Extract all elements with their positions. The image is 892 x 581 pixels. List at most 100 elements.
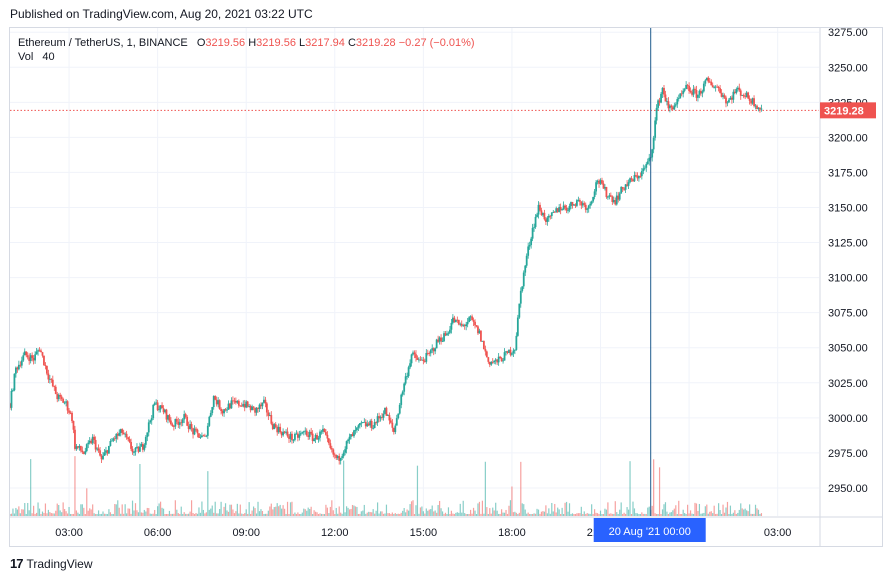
volume-bar [685,513,687,516]
volume-bar [155,513,157,516]
candle-body [632,179,634,182]
volume-bar [289,502,292,516]
candle-body [13,373,16,391]
candle-body [221,410,224,414]
volume-bar [689,510,692,516]
volume-bar [599,510,602,516]
candle-body [82,452,85,454]
candle-body [633,175,636,182]
candle-body [637,176,640,179]
candle-body [630,178,633,180]
candle-body [617,195,620,200]
volume-bar [86,488,88,516]
candle-body [23,351,26,356]
volume-bar [592,513,594,516]
candle-body [233,400,236,402]
volume-bar [229,504,231,516]
volume-bar [188,513,190,516]
candle-body [449,329,451,333]
volume-bar [224,503,227,516]
candle-body [276,426,279,433]
candle-body [505,351,507,353]
candle-body [677,98,680,100]
volume-bar [165,513,168,516]
volume-bar [505,509,507,516]
volume-bar [567,511,569,516]
volume-bar [465,513,467,516]
candle-body [534,216,537,228]
candle-body [289,433,292,439]
volume-bar [353,505,355,516]
candle-body [728,99,730,103]
candle-body [558,206,561,212]
volume-bar [760,513,763,516]
volume-bar [554,503,556,516]
candle-body [344,449,347,453]
volume-bar [577,513,579,516]
volume-bar [241,513,243,516]
volume-bar [83,507,85,516]
candle-body [459,323,462,325]
volume-bar [563,513,565,516]
volume-bar [571,513,574,516]
candle-body [518,303,521,318]
volume-bar [412,500,414,516]
volume-bar [199,512,202,516]
volume-bar [512,512,515,516]
volume-bar [437,505,439,516]
candle-body [389,420,392,423]
y-tick-label: 3275.00 [828,27,868,39]
legend-symbol[interactable]: Ethereum / TetherUS, 1, BINANCE [18,37,188,49]
volume-bar [329,506,331,516]
candle-body [673,105,676,110]
volume-bar [586,513,588,516]
candle-body [531,227,534,239]
candle-body [601,180,603,184]
candle-body [760,108,763,110]
footer-brand[interactable]: 17 TradingView [10,556,93,571]
volume-bar [501,509,503,516]
volume-bar [452,513,454,516]
volume-bar [344,512,346,516]
candle-body [454,319,457,323]
candle-body [186,416,189,426]
volume-bar [90,509,92,516]
volume-bar [552,511,554,516]
candle-body [68,410,70,413]
volume-bar [226,510,228,516]
volume-bar [37,502,39,516]
candle-body [283,431,286,433]
candle-body [654,120,657,138]
candle-body [230,400,233,409]
candle-body [84,451,87,454]
candle-body [708,81,711,83]
volume-bar [288,513,290,516]
volume-bar [100,513,103,516]
candle-body [679,93,682,99]
candle-body [528,245,531,247]
volume-bar [148,508,150,516]
volume-bar [53,513,55,516]
candle-body [587,205,590,209]
volume-bar [478,501,481,516]
candle-body [358,423,361,426]
volume-bar [24,503,26,516]
volume-bar [30,459,32,516]
volume-bar [436,512,438,516]
candle-body [122,432,125,435]
candle-body [589,203,592,206]
candle-body [296,433,299,438]
volume-bar [703,512,705,516]
volume-bar [413,513,416,516]
candle-body [580,201,583,206]
volume-bar [509,500,512,516]
candle-body [218,400,221,409]
volume-bar [28,510,30,516]
volume-bar [313,510,315,516]
volume-bar [416,465,419,516]
y-tick-label: 3150.00 [828,202,868,214]
volume-bar [371,512,373,516]
candle-body [413,352,416,355]
volume-bar [495,502,497,516]
